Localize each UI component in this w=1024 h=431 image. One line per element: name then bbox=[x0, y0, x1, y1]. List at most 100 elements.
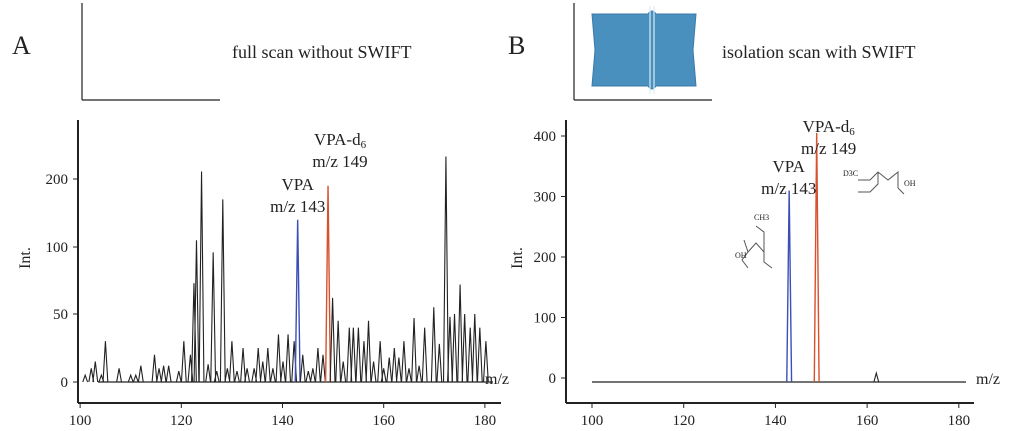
panel-a-inset bbox=[81, 3, 220, 101]
y-axis-label: Int. bbox=[509, 247, 526, 269]
spectrum-peak bbox=[461, 313, 468, 383]
vpa-d6-mz-label: m/z 149 bbox=[312, 152, 367, 171]
spectrum-peak bbox=[151, 354, 158, 383]
vpa-structure-drawing bbox=[741, 225, 773, 269]
spectrum-peak bbox=[482, 341, 489, 383]
panel-a-letter: A bbox=[12, 31, 31, 60]
spectrum-peak bbox=[275, 334, 282, 383]
spectrum-peak bbox=[471, 313, 478, 383]
spectrum-peak bbox=[442, 156, 449, 383]
y-tick-label: 200 bbox=[46, 172, 69, 188]
spectrum-peak bbox=[205, 364, 212, 383]
vpa-peak bbox=[294, 219, 301, 383]
spectrum-peak bbox=[365, 320, 372, 383]
spectrum-peak bbox=[447, 316, 453, 383]
x-tick-label: 180 bbox=[474, 413, 497, 429]
swift-waveform bbox=[591, 10, 697, 90]
spectrum-peak bbox=[285, 334, 292, 383]
y-tick-label: 50 bbox=[53, 307, 68, 323]
vpa-label: VPA bbox=[773, 157, 806, 176]
spectrum-peak bbox=[386, 357, 393, 383]
chart-b: 100 120 140 160 1800100200300400m/zInt.VPAm/… bbox=[509, 117, 1000, 429]
spectrum-peak bbox=[299, 354, 306, 383]
spectrum-peak bbox=[116, 368, 123, 383]
spectrum-peak bbox=[305, 371, 312, 383]
x-tick-label: 120 bbox=[672, 413, 695, 429]
spectrum-peak bbox=[380, 368, 387, 383]
spectrum-peak bbox=[92, 361, 99, 383]
spectrum-peak bbox=[165, 365, 172, 383]
spectrum-peak bbox=[391, 347, 398, 383]
vpa-mz-label: m/z 143 bbox=[270, 197, 325, 216]
spectrum-peak bbox=[132, 373, 139, 383]
panel-a-scan-label: full scan without SWIFT bbox=[232, 42, 411, 62]
spectrum-peak bbox=[240, 347, 246, 383]
spectrum-peak bbox=[340, 361, 347, 383]
spectrum-peak bbox=[411, 318, 417, 383]
x-tick-label: 140 bbox=[764, 413, 787, 429]
y-tick-label: 200 bbox=[534, 250, 557, 266]
spectrum-peak bbox=[395, 357, 402, 383]
spectrum-peak bbox=[264, 347, 271, 383]
spectrum-peak bbox=[160, 365, 167, 383]
panel-b-inset bbox=[573, 3, 712, 101]
spectrum-peak bbox=[873, 371, 880, 383]
spectrum-peak bbox=[193, 240, 200, 383]
vpa-label: VPA bbox=[282, 175, 315, 194]
y-tick-label: 100 bbox=[534, 311, 557, 327]
spectrum-peak bbox=[82, 373, 89, 383]
x-axis-label: m/z bbox=[485, 371, 509, 388]
vpa-d6-label: VPA-d6 bbox=[803, 117, 856, 138]
chart-a: 100 120 140 160 180 0 50 100 200 m/z Int. VPA m/z 14… bbox=[17, 120, 509, 429]
x-tick-label: 180 bbox=[948, 413, 971, 429]
spectrum-peak bbox=[102, 341, 109, 383]
spectrum-peak bbox=[255, 347, 262, 383]
spectrum-peak bbox=[436, 343, 443, 383]
x-tick-label: 140 bbox=[271, 413, 294, 429]
spectrum-peak bbox=[234, 371, 240, 383]
spectrum-peak bbox=[213, 371, 220, 383]
spectrum-peak bbox=[457, 284, 464, 383]
spectrum-peak bbox=[355, 327, 362, 383]
spectrum-peak bbox=[329, 297, 336, 383]
spectrum-peak bbox=[137, 365, 144, 383]
vpa-structure-ch3: CH3 bbox=[754, 213, 769, 222]
spectrum-peak bbox=[416, 365, 423, 383]
spectrum-peak bbox=[219, 199, 226, 383]
spectrum-peak bbox=[191, 283, 197, 383]
spectrum-peak bbox=[370, 361, 377, 383]
spectrum-peak bbox=[175, 371, 182, 383]
x-tick-label: 100 bbox=[69, 413, 92, 429]
y-tick-label: 0 bbox=[549, 371, 557, 387]
spectrum-peak bbox=[314, 347, 321, 383]
spectrum-peak bbox=[350, 327, 357, 383]
spectrum-peak bbox=[400, 341, 407, 383]
spectrum-peak bbox=[467, 327, 474, 383]
vpa-mz-label: m/z 143 bbox=[761, 179, 816, 198]
spectrum-peak bbox=[198, 171, 205, 383]
spectrum-peak bbox=[476, 327, 483, 383]
x-tick-label: 120 bbox=[170, 413, 193, 429]
spectrum-peak bbox=[361, 341, 367, 383]
spectrum-peak bbox=[421, 327, 428, 383]
x-tick-label: 160 bbox=[856, 413, 879, 429]
spectrum-peak bbox=[280, 361, 286, 383]
vpa-d6-structure-drawing bbox=[858, 170, 905, 195]
vpa-d6-structure-d3c: D3C bbox=[843, 169, 858, 178]
spectrum-peak bbox=[269, 368, 276, 383]
x-tick-label: 100 bbox=[581, 413, 604, 429]
vpa-d6-mz-label: m/z 149 bbox=[801, 139, 856, 158]
spectrum-peak bbox=[224, 368, 231, 383]
vpa-d6-subscript: 6 bbox=[849, 126, 855, 138]
spectrum-peak bbox=[335, 320, 342, 383]
spectrum-peak bbox=[377, 341, 384, 383]
spectrum-peak bbox=[244, 368, 251, 383]
vpa-peak bbox=[786, 190, 793, 383]
x-tick-label: 160 bbox=[372, 413, 395, 429]
vpa-structure-oh: OH bbox=[735, 251, 747, 260]
spectrum-peak bbox=[346, 327, 353, 383]
spectrum-peak bbox=[127, 373, 134, 383]
y-axis-label: Int. bbox=[17, 247, 34, 269]
y-tick-label: 400 bbox=[534, 129, 557, 145]
